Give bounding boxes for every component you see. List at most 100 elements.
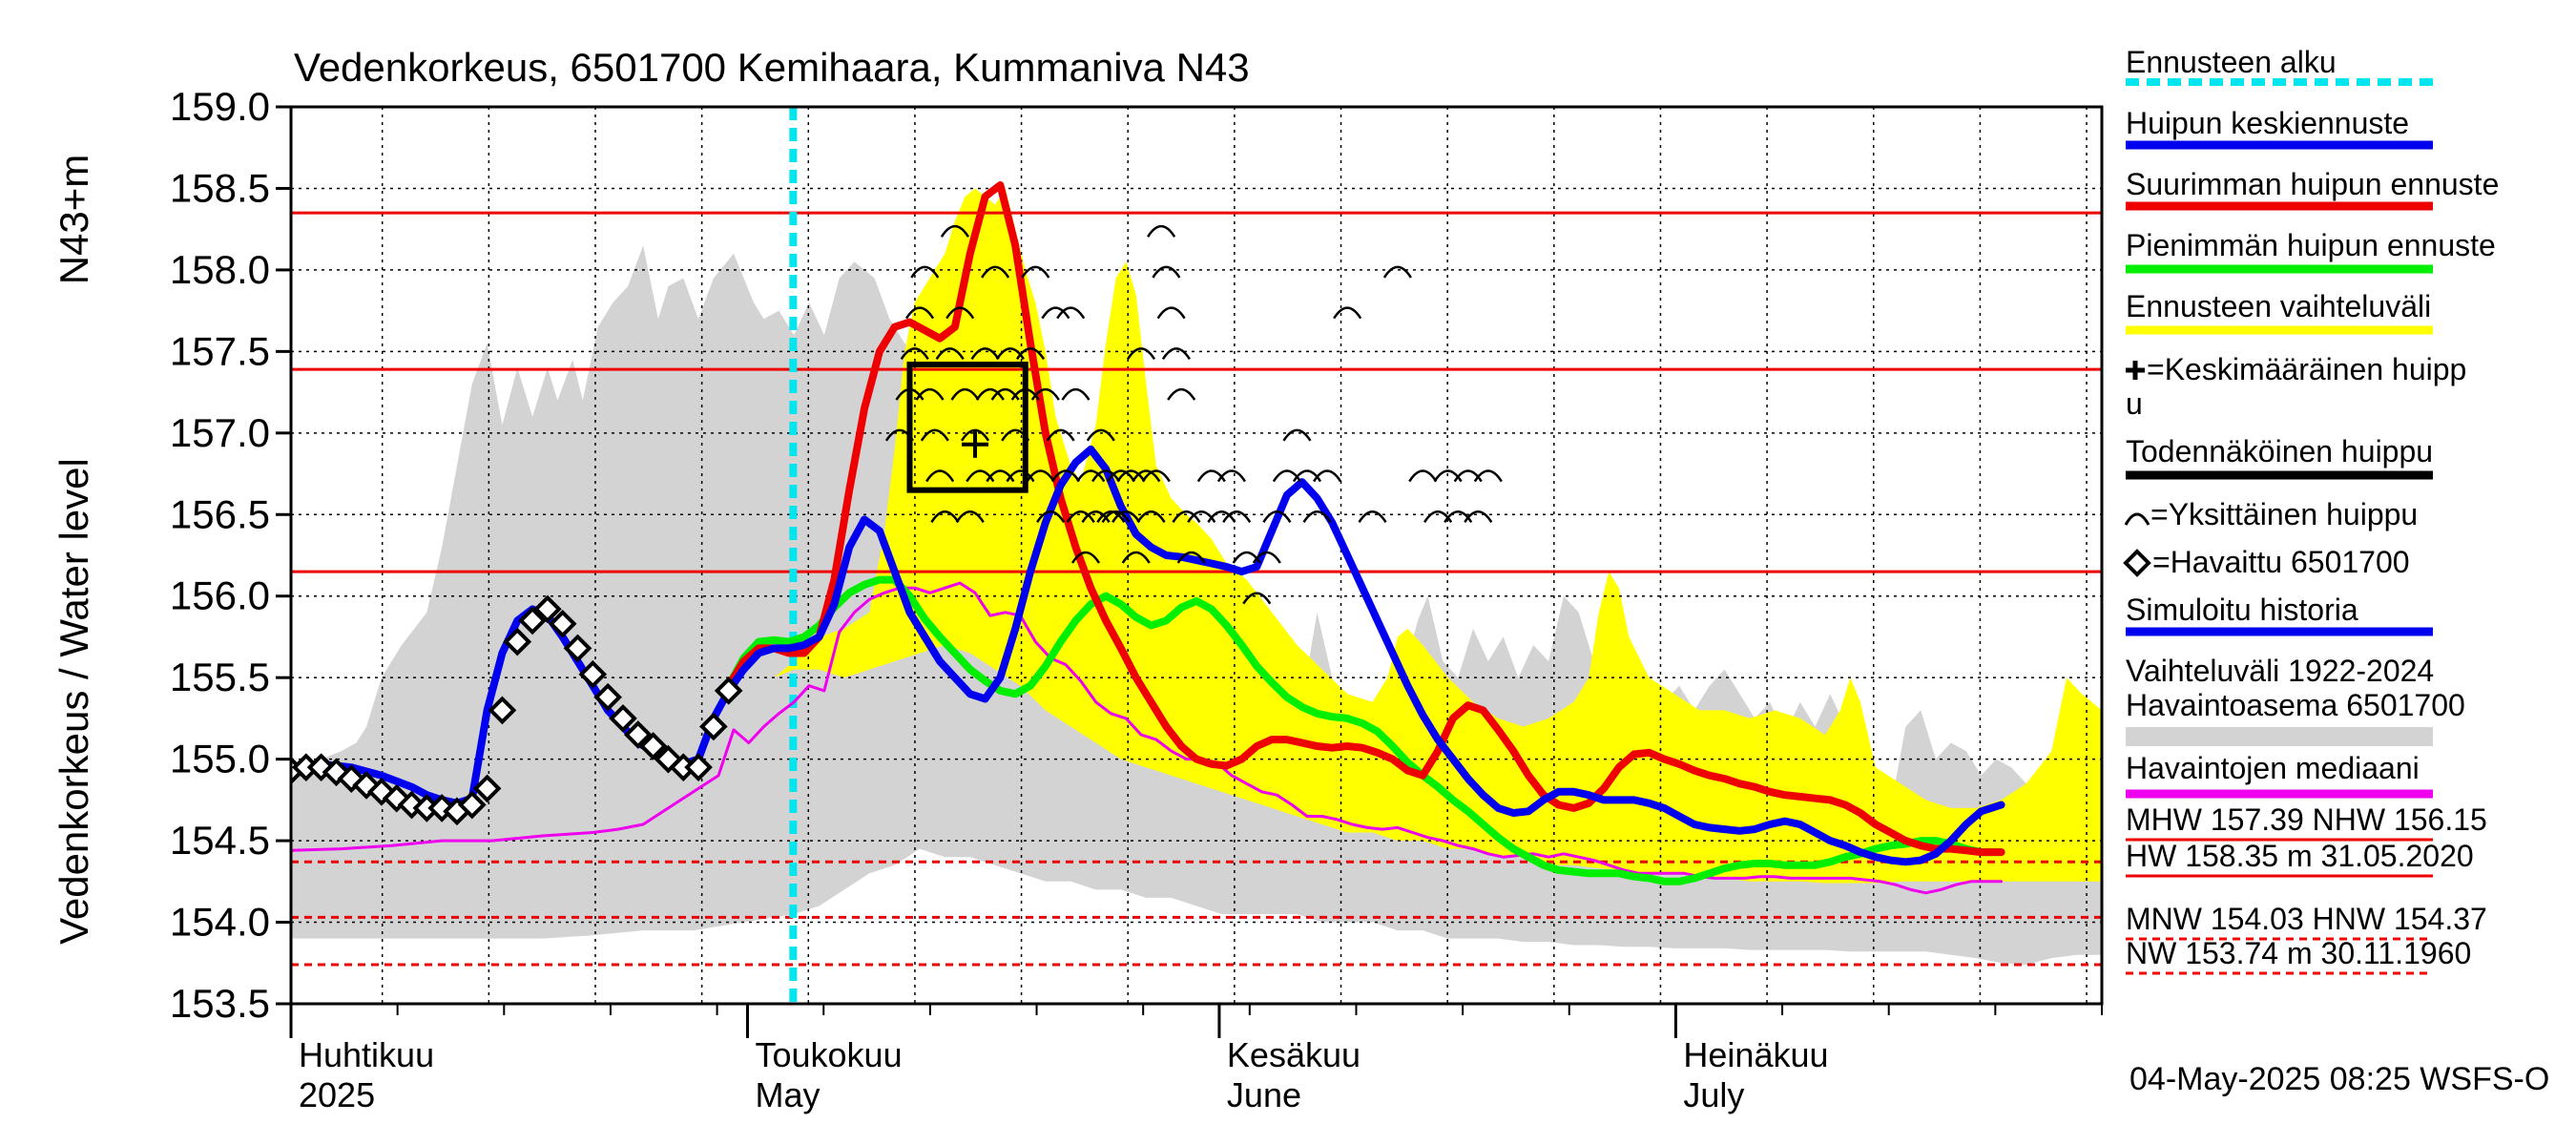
y-tick-label: 157.0 (170, 410, 270, 455)
individual-peak-arc (960, 428, 990, 442)
individual-peak-arc (1292, 469, 1322, 483)
reference-lines (291, 211, 2102, 967)
individual-peak-arc (1001, 428, 1030, 442)
individual-peak-arc (915, 387, 945, 401)
legend: Ennusteen alku Huipun keskiennuste Suurimm… (2123, 45, 2499, 799)
individual-peak-arc (1061, 387, 1091, 401)
legend-label: Ennusteen vaihteluväli (2126, 289, 2431, 323)
individual-peak-arc (1152, 265, 1181, 279)
individual-peak-arc (1161, 347, 1191, 361)
individual-peak-arc (1156, 306, 1186, 320)
individual-peak-arc (1070, 551, 1101, 564)
individual-peak-arc (1187, 510, 1216, 523)
individual-peak-arc (895, 387, 924, 401)
y-tick-label: 157.5 (170, 328, 270, 373)
y-tick-label: 158.0 (170, 247, 270, 292)
max-forecast-line (724, 181, 2005, 857)
x-month-sublabel: May (755, 1075, 820, 1114)
legend-swatch-plus (2126, 361, 2145, 380)
stats-line: NW 153.74 m 30.11.1960 (2126, 936, 2471, 970)
legend-label: Havaintojen mediaani (2126, 751, 2420, 785)
individual-peak-arc (1272, 469, 1301, 483)
individual-peak-arc (884, 428, 914, 442)
legend-label: =Yksittäinen huippu (2150, 497, 2418, 531)
legend-label: Simuloitu historia (2126, 593, 2358, 627)
individual-peak-arc (1147, 224, 1176, 238)
median-line (291, 581, 2004, 895)
observed-point (593, 682, 622, 712)
individual-peak-arc (1216, 469, 1246, 483)
legend-label: Pienimmän huipun ennuste (2126, 228, 2496, 262)
stats-line: MNW 154.03 HNW 154.37 (2126, 902, 2487, 936)
individual-peak-arc (1167, 387, 1196, 401)
individual-peak-arc (1126, 347, 1156, 361)
y-tick-label: 153.5 (170, 981, 270, 1026)
individual-peak-arc (1141, 469, 1171, 483)
probable-peak-rect (906, 362, 1028, 493)
individual-peak-arc (1433, 469, 1463, 483)
observed-point (503, 627, 532, 656)
individual-peak-arc (990, 387, 1020, 401)
chart-title: Vedenkorkeus, 6501700 Kemihaara, Kummani… (294, 45, 1250, 90)
probable-peak-box (906, 362, 1028, 493)
observed-point (563, 634, 592, 663)
individual-peak-arc (1333, 306, 1362, 320)
individual-peak-arc (1222, 510, 1252, 523)
stats-line: HW 158.35 m 31.05.2020 (2126, 839, 2474, 873)
individual-peak-arc (1056, 306, 1086, 320)
y-axis-unit: N43+m (52, 155, 96, 285)
x-month-label: Heinäkuu (1683, 1035, 1828, 1074)
observed-point (684, 753, 713, 782)
individual-peak-arc (940, 224, 969, 238)
individual-peak-arc (1464, 510, 1493, 523)
individual-peak-arc (1302, 510, 1332, 523)
individual-peak-arc (1242, 592, 1272, 605)
min-forecast-line (724, 575, 2005, 885)
individual-peak-arc (1172, 510, 1201, 523)
observed-point (488, 696, 517, 725)
individual-peak-arc (1252, 551, 1281, 564)
y-axis-label: Vedenkorkeus / Water level (52, 458, 96, 945)
individual-peak-arc (1086, 428, 1115, 442)
legend-label-2: u (2126, 386, 2143, 421)
median-series (291, 581, 2004, 895)
individual-peak-arc (1091, 469, 1121, 483)
individual-peak-arc (1473, 469, 1503, 483)
individual-peak-arc (1121, 551, 1151, 564)
observed-point (548, 609, 577, 638)
observed-point (638, 732, 668, 760)
individual-peak-arc (1423, 510, 1453, 523)
individual-peak-arc (925, 469, 955, 483)
min-peak-forecast-series (724, 575, 2005, 885)
individual-peak-arc (900, 347, 929, 361)
individual-peak-arc (981, 265, 1010, 279)
observed-point (472, 774, 502, 803)
individual-peak-arc (995, 347, 1025, 361)
individual-peak-arc (1050, 469, 1080, 483)
individual-peak-arc (1096, 510, 1126, 523)
x-month-sublabel: June (1227, 1075, 1301, 1114)
individual-peaks (884, 224, 1503, 605)
individual-peak-arc (1101, 510, 1131, 523)
mean-peak-plus (962, 430, 989, 458)
y-tick-label: 155.0 (170, 737, 270, 781)
legend-label: Suurimman huipun ennuste (2126, 167, 2499, 201)
individual-peak-arc (1207, 510, 1236, 523)
x-month-label: Huhtikuu (299, 1035, 434, 1074)
stats-line: MHW 157.39 NHW 156.15 (2126, 802, 2487, 837)
individual-peak-arc (1262, 510, 1292, 523)
individual-peak-arc (1313, 469, 1342, 483)
legend-label: =Havaittu 6501700 (2152, 545, 2410, 579)
individual-peak-arc (1132, 469, 1161, 483)
legend-swatch-diamond (2123, 549, 2151, 577)
observed-point (699, 712, 728, 741)
y-tick-label: 154.5 (170, 818, 270, 863)
individual-peak-arc (1026, 469, 1055, 483)
individual-peak-arc (920, 428, 949, 442)
y-tick-label: 156.0 (170, 573, 270, 618)
individual-peak-arc (1006, 469, 1035, 483)
individual-peak-arc (970, 347, 1000, 361)
